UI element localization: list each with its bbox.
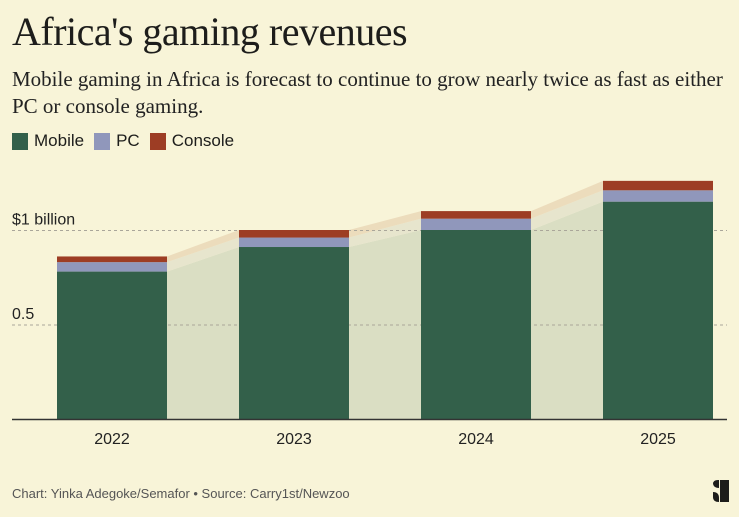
connector-console-2024-2025 bbox=[531, 180, 603, 219]
bar-mobile-2025 bbox=[603, 201, 713, 419]
legend-swatch-pc bbox=[94, 132, 111, 150]
bar-pc-2023 bbox=[239, 237, 349, 248]
connector-mobile-2024-2025 bbox=[531, 201, 603, 419]
bar-console-2023 bbox=[239, 230, 349, 238]
bar-mobile-2024 bbox=[421, 230, 531, 419]
legend-swatch-console bbox=[149, 132, 166, 150]
bars bbox=[57, 180, 713, 419]
bar-pc-2022 bbox=[57, 262, 167, 272]
chart-subtitle: Mobile gaming in Africa is forecast to c… bbox=[12, 67, 723, 118]
x-axis-labels: 2022 2023 2024 2025 bbox=[94, 431, 676, 448]
legend-item-console: Console bbox=[149, 131, 235, 151]
connector-pc-2023-2024 bbox=[349, 218, 421, 248]
semafor-logo-icon bbox=[713, 480, 729, 502]
legend-item-mobile: Mobile bbox=[12, 131, 84, 151]
legend-swatch-mobile bbox=[12, 132, 28, 150]
bar-mobile-2023 bbox=[239, 247, 349, 419]
x-tick-label-2025: 2025 bbox=[640, 431, 676, 448]
connector-pc-2022-2023 bbox=[167, 237, 239, 272]
connector-areas bbox=[167, 180, 603, 419]
bar-pc-2024 bbox=[421, 218, 531, 230]
x-tick-label-2022: 2022 bbox=[94, 431, 130, 448]
bar-mobile-2022 bbox=[57, 271, 167, 419]
bar-console-2025 bbox=[603, 180, 713, 191]
legend-label-pc: PC bbox=[116, 131, 140, 150]
connector-pc-2024-2025 bbox=[531, 190, 603, 230]
y-axis-labels: 0.5 $1 billion bbox=[12, 212, 75, 324]
chart-title: Africa's gaming revenues bbox=[12, 9, 408, 54]
connector-console-2022-2023 bbox=[167, 230, 239, 263]
legend: Mobile PC Console bbox=[12, 131, 244, 151]
footer-credit: Chart: Yinka Adegoke/Semafor • Source: C… bbox=[12, 486, 350, 501]
legend-label-console: Console bbox=[171, 131, 235, 150]
connector-mobile-2022-2023 bbox=[167, 247, 239, 419]
x-tick-label-2023: 2023 bbox=[276, 431, 312, 448]
bar-pc-2025 bbox=[603, 190, 713, 202]
y-tick-label-1: $1 billion bbox=[12, 212, 75, 229]
legend-label-mobile: Mobile bbox=[34, 131, 85, 150]
chart-plot: 0.5 $1 billion 2022 2023 2024 2025 bbox=[12, 180, 727, 448]
legend-item-pc: PC bbox=[94, 131, 140, 151]
bar-console-2022 bbox=[57, 256, 167, 263]
x-tick-label-2024: 2024 bbox=[458, 431, 494, 448]
y-tick-label-0: 0.5 bbox=[12, 306, 34, 323]
bar-console-2024 bbox=[421, 211, 531, 219]
